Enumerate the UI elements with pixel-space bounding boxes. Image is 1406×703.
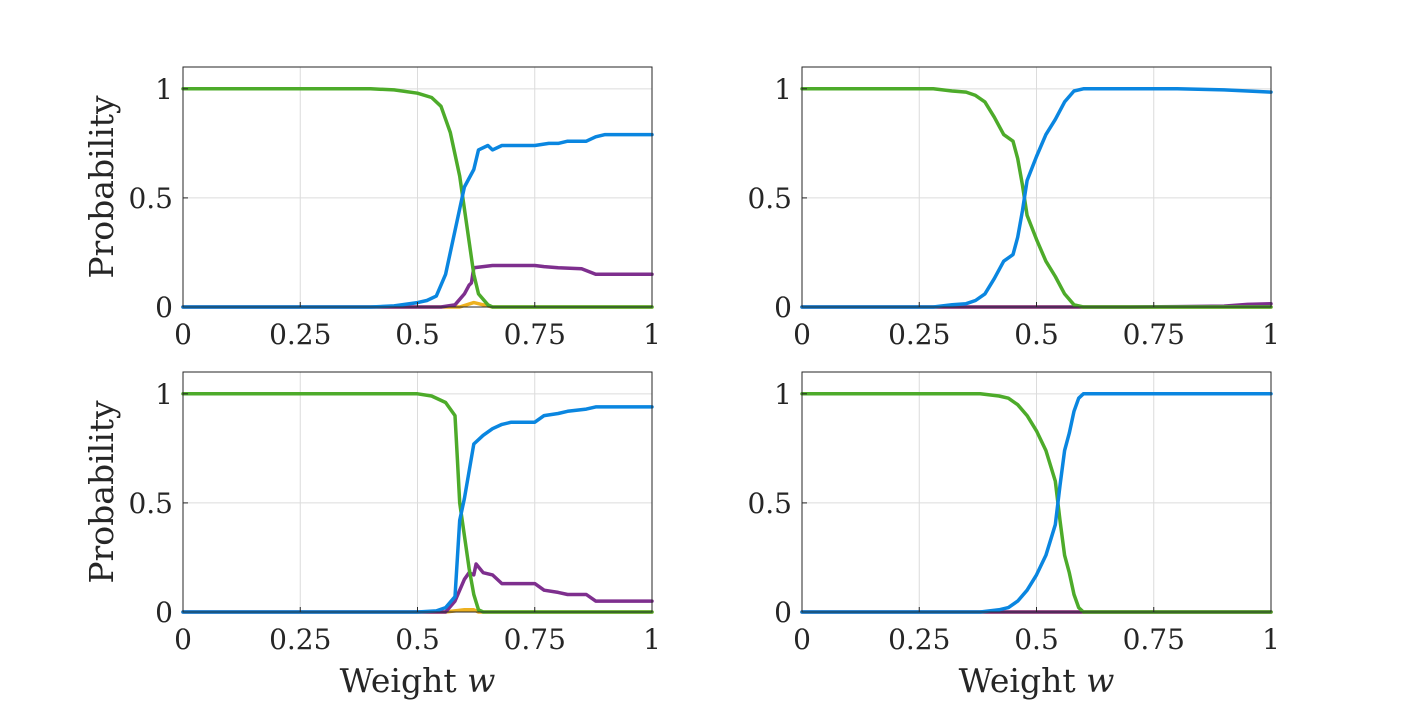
x-tick-label: 1 <box>1262 623 1280 656</box>
x-tick-label: 0.75 <box>1123 623 1185 656</box>
series-line-3 <box>181 87 654 309</box>
x-tick-label: 1 <box>643 623 661 656</box>
y-tick-label: 0.5 <box>128 487 173 520</box>
series-line-2 <box>181 562 654 614</box>
y-tick-label: 1 <box>155 378 173 411</box>
y-tick-label: 0 <box>774 291 792 324</box>
x-tick-label: 0.25 <box>888 623 950 656</box>
series-line-2 <box>181 263 654 309</box>
x-tick-label: 0.5 <box>1014 318 1059 351</box>
x-tick-label: 0.75 <box>504 623 566 656</box>
y-tick-label: 0.5 <box>747 182 792 215</box>
x-tick-label: 0 <box>793 318 811 351</box>
y-tick-label: 1 <box>155 73 173 106</box>
x-tick-label: 0.75 <box>1123 318 1185 351</box>
subplot-3: 0 0.25 0.5 0.75 1 0 0.5 1 Probability Weight w <box>82 371 661 700</box>
series-line-3 <box>800 392 1273 614</box>
x-tick-label: 0.75 <box>504 318 566 351</box>
y-axis-title: Probability <box>82 400 121 584</box>
subplot-2: 0 0.25 0.5 0.75 1 0 0.5 1 <box>747 66 1280 351</box>
x-axis-title: Weight w <box>340 661 496 700</box>
x-tick-label: 1 <box>643 318 661 351</box>
series-line-4 <box>181 405 654 614</box>
x-tick-label: 0 <box>174 318 192 351</box>
x-tick-label: 0 <box>174 623 192 656</box>
y-tick-label: 0 <box>155 596 173 629</box>
y-tick-label: 1 <box>774 73 792 106</box>
series-line-3 <box>800 87 1273 309</box>
y-tick-label: 0 <box>774 596 792 629</box>
x-axis-title: Weight w <box>959 661 1115 700</box>
series-line-4 <box>800 392 1273 614</box>
y-tick-label: 0.5 <box>128 182 173 215</box>
x-tick-label: 0.5 <box>395 318 440 351</box>
x-tick-label: 0 <box>793 623 811 656</box>
x-tick-label: 0.5 <box>1014 623 1059 656</box>
subplot-4: 0 0.25 0.5 0.75 1 0 0.5 1 Weight w <box>747 371 1280 700</box>
series-line-4 <box>181 132 654 309</box>
y-tick-label: 0.5 <box>747 487 792 520</box>
y-tick-label: 1 <box>774 378 792 411</box>
y-tick-label: 0 <box>155 291 173 324</box>
series-line-3 <box>181 392 654 614</box>
y-axis-title: Probability <box>82 95 121 279</box>
subplot-1: 0 0.25 0.5 0.75 1 0 0.5 1 Probability <box>82 66 661 351</box>
series-line-4 <box>800 87 1273 309</box>
x-tick-label: 0.25 <box>269 318 331 351</box>
x-tick-label: 0.5 <box>395 623 440 656</box>
x-tick-label: 1 <box>1262 318 1280 351</box>
x-tick-label: 0.25 <box>269 623 331 656</box>
x-tick-label: 0.25 <box>888 318 950 351</box>
